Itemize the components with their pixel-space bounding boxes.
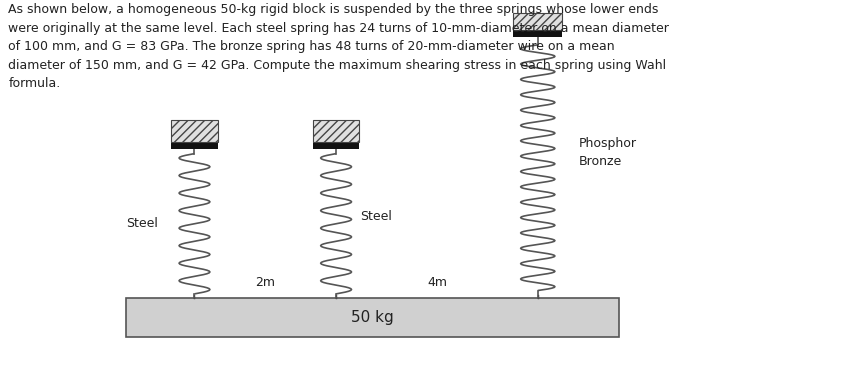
Bar <box>513 12 562 30</box>
Text: Steel: Steel <box>126 217 158 230</box>
Bar <box>171 120 218 142</box>
Text: Steel: Steel <box>360 210 392 223</box>
Bar <box>171 142 218 149</box>
Text: 4m: 4m <box>427 276 447 289</box>
Bar <box>126 298 619 337</box>
Bar <box>313 142 359 149</box>
Bar <box>513 30 562 37</box>
Text: Phosphor
Bronze: Phosphor Bronze <box>579 137 637 168</box>
Text: 2m: 2m <box>256 276 276 289</box>
Bar <box>313 120 359 142</box>
Text: As shown below, a homogeneous 50-kg rigid block is suspended by the three spring: As shown below, a homogeneous 50-kg rigi… <box>9 3 669 90</box>
Text: 50 kg: 50 kg <box>351 310 394 325</box>
